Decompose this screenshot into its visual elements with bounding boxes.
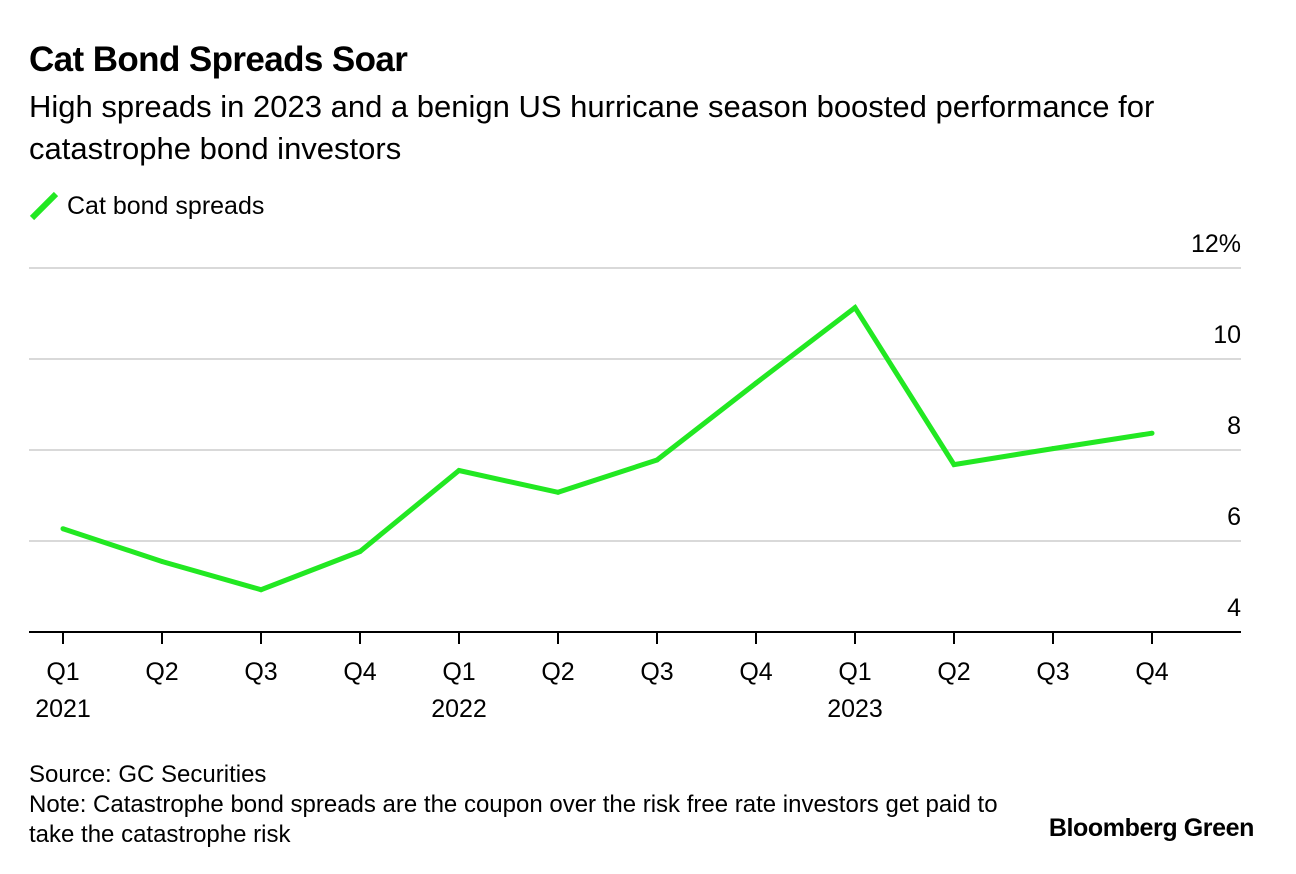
data-point <box>555 489 561 495</box>
data-point <box>159 559 165 564</box>
x-year-label: 2021 <box>35 695 91 723</box>
data-point <box>60 526 66 532</box>
gridlines <box>29 267 1241 542</box>
y-tick-label: 12% <box>1191 230 1241 258</box>
x-tick-label: Q2 <box>937 658 970 686</box>
x-tick-label: Q4 <box>739 658 772 686</box>
series-layer <box>60 303 1155 593</box>
footnote: Note: Catastrophe bond spreads are the c… <box>29 791 998 848</box>
x-tick-label: Q4 <box>343 658 376 686</box>
data-point <box>654 457 660 463</box>
x-year-label: 2023 <box>827 695 883 723</box>
chart-title: Cat Bond Spreads Soar <box>29 40 408 79</box>
x-tick-label: Q3 <box>640 658 673 686</box>
x-tick-label: Q3 <box>1036 658 1069 686</box>
x-tick-label: Q3 <box>244 658 277 686</box>
series-line-cat-bond-spreads <box>62 303 1153 593</box>
data-point <box>753 380 759 386</box>
x-tick-label: Q1 <box>46 658 79 686</box>
x-tick-label: Q2 <box>145 658 178 686</box>
x-tick-label: Q2 <box>541 658 574 686</box>
legend: Cat bond spreads <box>29 188 264 224</box>
data-point <box>357 549 363 554</box>
x-tick-label: Q1 <box>442 658 475 686</box>
y-tick-label: 10 <box>1213 321 1241 349</box>
x-tick-label: Q4 <box>1135 658 1168 686</box>
data-point <box>258 587 264 593</box>
data-point <box>1050 446 1056 452</box>
y-tick-label: 4 <box>1227 594 1241 622</box>
chart-subtitle: High spreads in 2023 and a benign US hur… <box>29 89 1155 166</box>
x-year-label: 2022 <box>431 695 487 723</box>
x-axis-ticks: Q1 Q2 Q3 Q4 Q1 Q2 Q3 Q4 Q1 Q2 Q3 Q4 2021 2022 2023 <box>35 632 1169 723</box>
x-tick-label: Q1 <box>838 658 871 686</box>
source-note: Source: GC Securities <box>29 761 267 788</box>
legend-label: Cat bond spreads <box>67 191 265 220</box>
data-point <box>1149 430 1155 436</box>
y-axis-ticks: 12% 10 8 6 4 <box>1191 230 1241 622</box>
y-tick-label: 6 <box>1227 503 1241 531</box>
y-tick-label: 8 <box>1227 412 1241 440</box>
legend-swatch-icon <box>29 191 59 221</box>
data-point <box>852 305 858 311</box>
data-point <box>456 468 462 473</box>
data-point <box>951 462 957 468</box>
brand-logo: Bloomberg Green <box>1048 814 1255 842</box>
